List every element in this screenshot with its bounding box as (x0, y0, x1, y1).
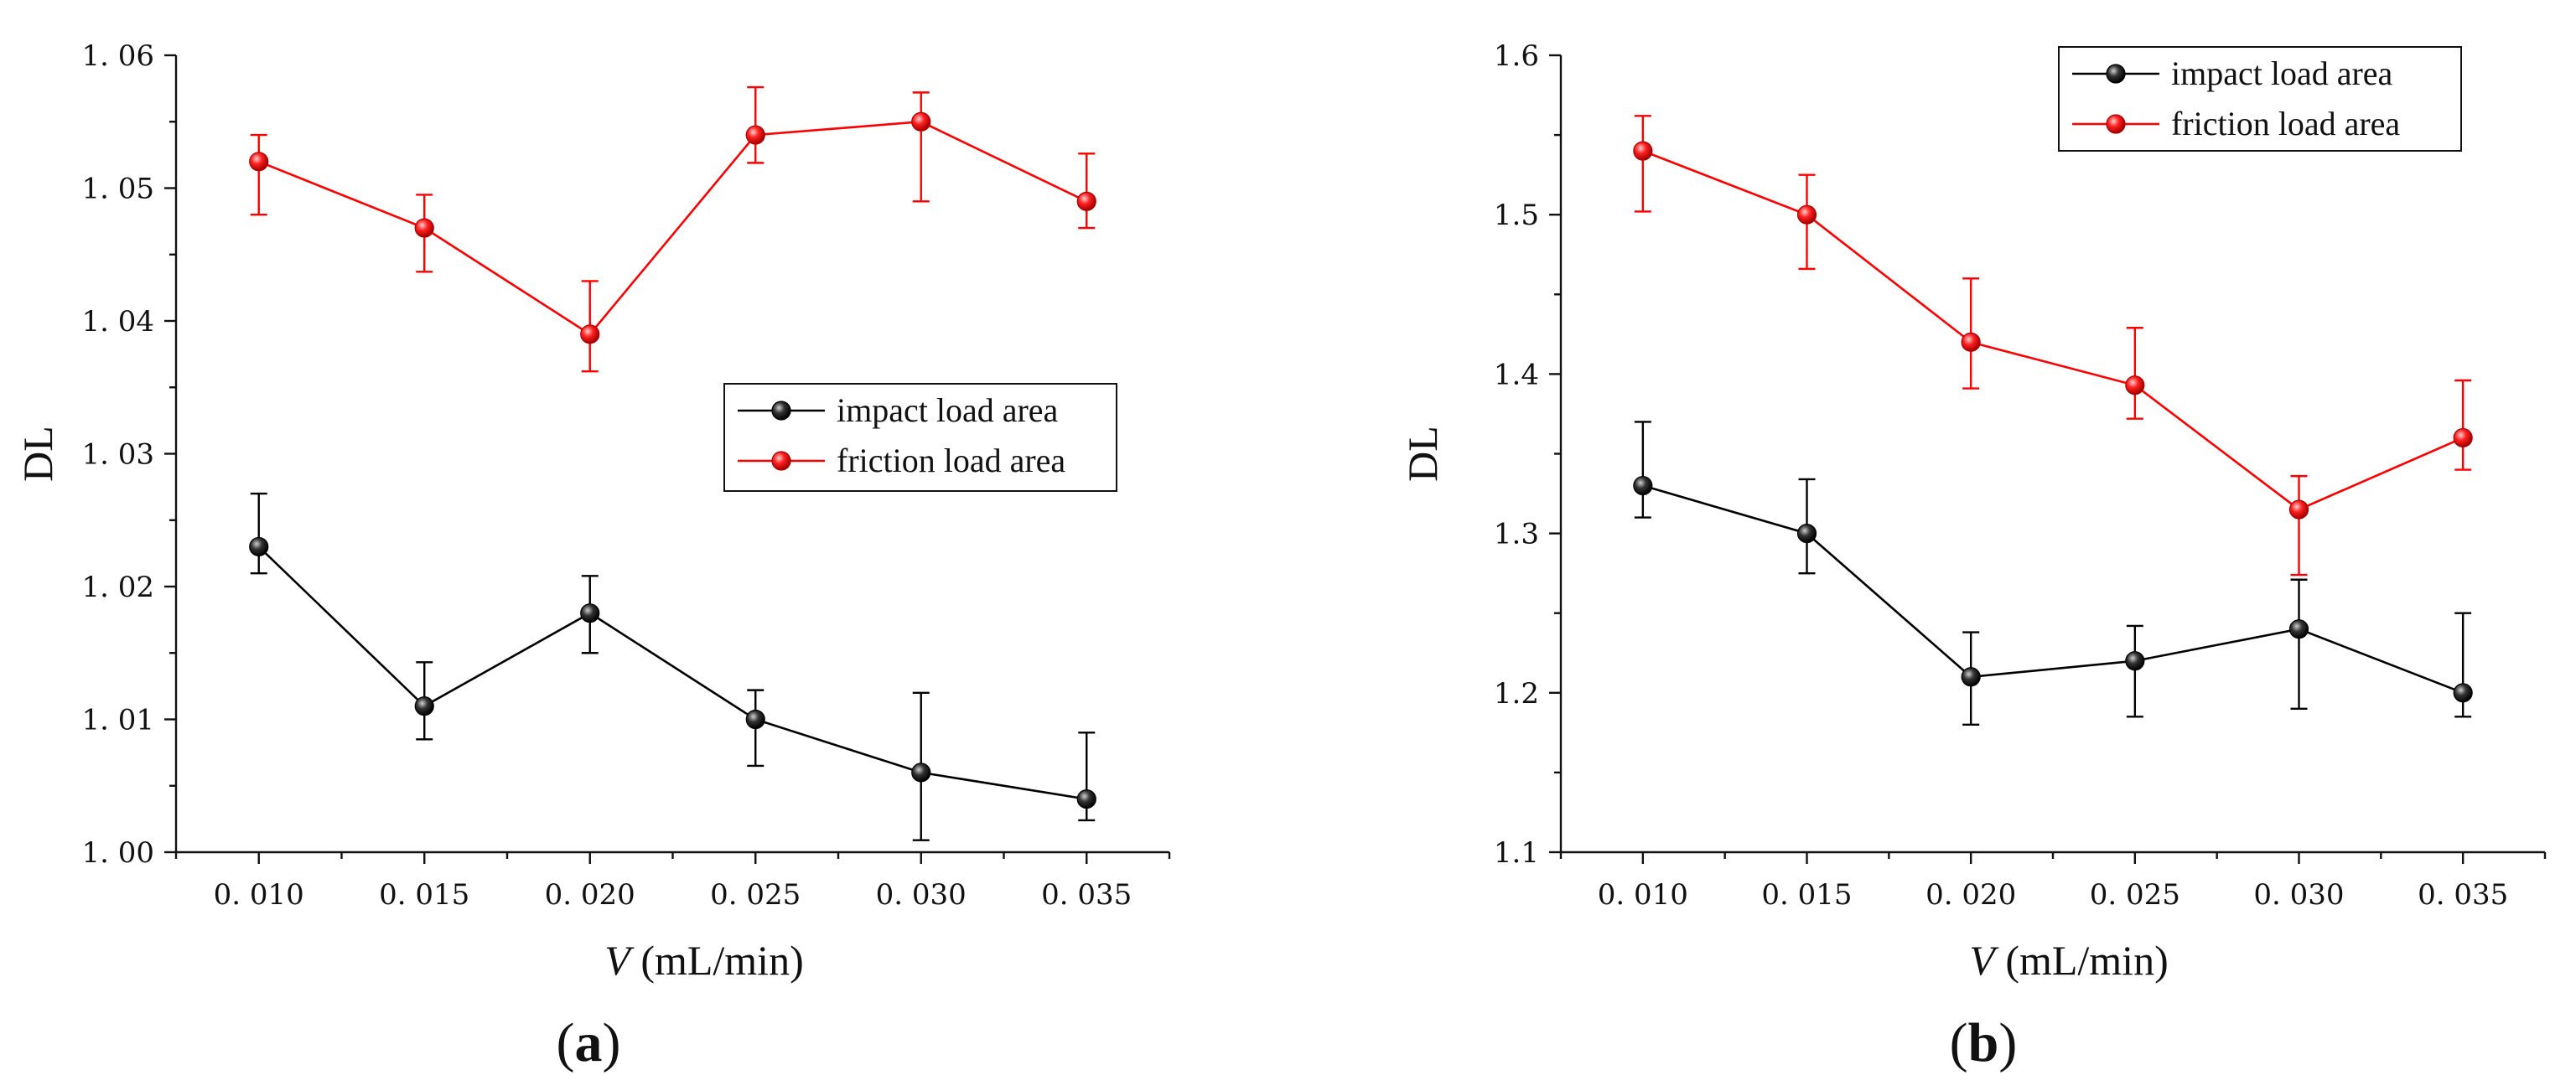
panel-b-y-tick-label: 1.6 (1494, 39, 1539, 73)
panel-b-data-point (2125, 375, 2145, 396)
panel-a-series-line (257, 546, 1087, 800)
panel-b-x-tick-label: 0. 020 (1926, 878, 2016, 912)
panel-b-data-point (2288, 619, 2309, 639)
panel-b-legend: impact load area friction load area (2058, 46, 2462, 152)
panel-a-x-tick-label: 0. 015 (379, 878, 469, 912)
panel-a-x-tick-label: 0. 035 (1041, 878, 1132, 912)
panel-b-data-point (2453, 683, 2473, 703)
panel-b-x-tick-label: 0. 025 (2090, 878, 2180, 912)
panel-b-data-point (2125, 651, 2145, 671)
panel-b-data-point (1961, 667, 1981, 687)
panel-b-label: (b) (1950, 1012, 2018, 1073)
panel-a-data-point (1076, 789, 1096, 809)
panel-b-y-tick-label: 1.5 (1494, 199, 1539, 232)
panel-a-y-tick-label: 1. 05 (81, 173, 154, 206)
panel-a-x-tick-label: 0. 010 (214, 878, 304, 912)
panel-a-data-point (580, 603, 600, 623)
panel-a: 1. 00 1. 01 1. 02 1. 03 1. 04 1. 05 1. 06 0. 01… (14, 39, 1171, 1073)
panel-a-data-point (911, 763, 931, 783)
panel-b-series-line (1642, 484, 2464, 695)
panel-b-data-point (1633, 475, 1653, 496)
panel-a-series-line (258, 120, 1087, 336)
panel-a-y-tick-label: 1. 01 (81, 704, 154, 737)
panel-b-y-axis-title: DL (1399, 426, 1446, 482)
panel-a-data-point (745, 125, 765, 145)
panel-a-x-tick-label: 0. 030 (876, 878, 967, 912)
panel-b-x-tick-label: 0. 010 (1598, 878, 1688, 912)
panel-b-series-1 (1633, 115, 2473, 577)
panel-a-x-tick-label: 0. 025 (710, 878, 801, 912)
panel-a-data-point (580, 324, 600, 344)
panel-a-x-axis-title: V (mL/min) (604, 937, 803, 984)
panel-b-legend-marker (2106, 114, 2126, 134)
panel-a-legend-label: friction load area (837, 442, 1065, 479)
panel-a-y-tick-label: 1. 03 (81, 438, 154, 472)
panel-a-data-point (745, 709, 765, 730)
panel-a-label: (a) (557, 1012, 621, 1073)
panel-b-series-0 (1633, 421, 2473, 726)
panel-a-y-tick-label: 1. 00 (81, 836, 154, 870)
panel-b-data-point (1796, 523, 1817, 544)
panel-a-legend-marker (771, 401, 791, 421)
panel-a-x-tick-label: 0. 020 (545, 878, 635, 912)
panel-a-legend-label: impact load area (837, 391, 1059, 429)
panel-b: 1.1 1.2 1.3 1.4 1.5 1.6 0. 010 0. 015 0. 020 0. 0… (1399, 39, 2547, 1073)
panel-b-legend-label: impact load area (2171, 54, 2393, 92)
panel-b-y-tick-label: 1.1 (1494, 836, 1539, 870)
panel-b-x-tick-label: 0. 035 (2418, 878, 2508, 912)
panel-b-x-tick-label: 0. 030 (2253, 878, 2344, 912)
panel-b-data-point (2288, 499, 2309, 520)
panel-a-y-tick-label: 1. 04 (81, 305, 154, 339)
panel-b-y-tick-label: 1.2 (1494, 677, 1539, 711)
panel-a-data-point (911, 111, 931, 132)
panel-a-legend-box (723, 383, 1117, 492)
panel-a-data-point (414, 218, 434, 238)
panel-b-x-axis-title: V (mL/min) (1969, 937, 2168, 984)
panel-b-x-tick-label: 0. 015 (1761, 878, 1852, 912)
panel-a-legend: impact load area friction load area (723, 383, 1117, 492)
panel-b-data-point (1633, 141, 1653, 161)
panel-b-data-point (1796, 204, 1817, 225)
panel-b-legend-marker (2106, 64, 2126, 84)
panel-a-data-point (1076, 191, 1096, 211)
panel-b-y-tick-label: 1.3 (1494, 518, 1539, 551)
panel-a-legend-marker (771, 451, 791, 471)
panel-b-legend-box (2058, 46, 2462, 152)
panel-a-y-tick-label: 1. 02 (81, 571, 154, 604)
panel-a-y-axis-title: DL (14, 426, 61, 482)
panel-a-series-0 (249, 492, 1096, 841)
panel-b-series-line (1642, 149, 2464, 511)
panel-a-data-point (249, 152, 269, 172)
panel-b-legend-label: friction load area (2171, 105, 2400, 142)
panel-a-y-tick-label: 1. 06 (81, 39, 154, 73)
panel-b-data-point (1961, 332, 1981, 352)
panel-b-y-tick-label: 1.4 (1494, 358, 1539, 391)
panel-a-data-point (414, 696, 434, 716)
panel-a-data-point (249, 536, 269, 557)
panel-b-data-point (2453, 427, 2473, 448)
panel-a-series-1 (249, 85, 1096, 373)
